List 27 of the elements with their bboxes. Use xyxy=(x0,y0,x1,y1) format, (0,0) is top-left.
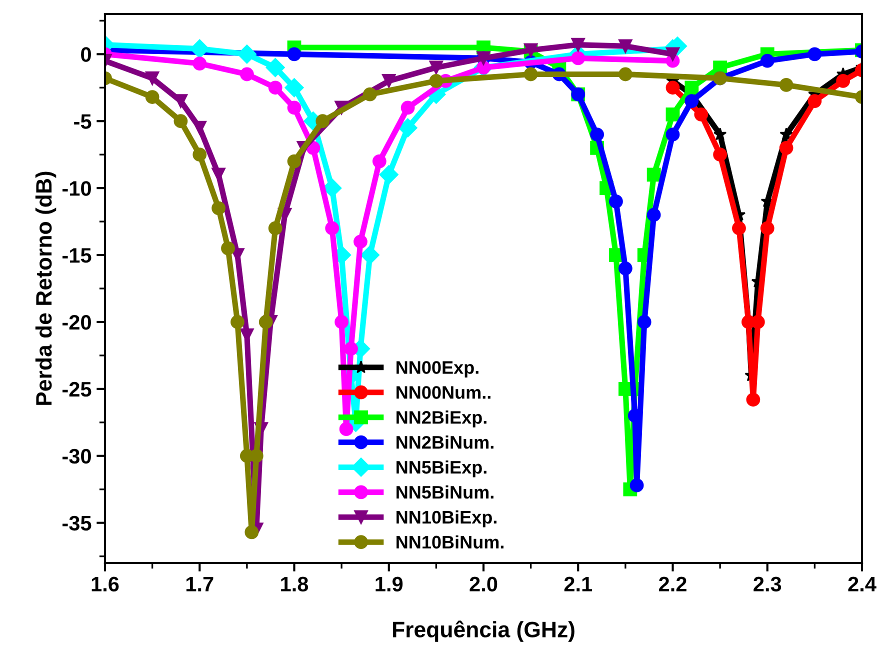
y-tick-label: -10 xyxy=(62,181,91,196)
x-tick-label: 1.7 xyxy=(186,576,214,592)
y-tick-label: -20 xyxy=(62,314,91,330)
legend-label: NN00Num.. xyxy=(396,386,490,399)
legend-label: NN2BiExp. xyxy=(396,410,486,428)
x-tick-label: 1.9 xyxy=(376,576,403,592)
x-tick-label: 2.1 xyxy=(564,576,592,592)
y-tick-label: -35 xyxy=(62,516,92,531)
x-tick-label: 1.8 xyxy=(281,576,308,592)
x-axis-title: Frequência (GHz) xyxy=(393,620,574,642)
legend-label: NN00Exp. xyxy=(396,361,478,378)
legend-label: NN10BiExp. xyxy=(396,510,496,528)
y-axis-title: Perda de Retorno (dB) xyxy=(35,172,56,405)
y-tick-label: -25 xyxy=(62,382,92,397)
y-tick-label: -30 xyxy=(62,448,91,464)
x-tick-label: 2.3 xyxy=(754,576,782,592)
y-tick-label: -15 xyxy=(62,248,92,263)
y-tick-label: 0 xyxy=(81,47,91,62)
x-tick-label: 2.0 xyxy=(470,576,498,592)
x-tick-label: 2.2 xyxy=(658,576,686,592)
x-tick-label: 2.4 xyxy=(848,576,876,592)
legend-label: NN5BiNum. xyxy=(396,485,494,499)
y-tick-label: -5 xyxy=(74,114,92,129)
legend-label: NN2BiNum. xyxy=(396,436,494,449)
x-tick-label: 1.6 xyxy=(92,576,119,592)
legend-label: NN10BiNum. xyxy=(396,535,504,549)
legend-label: NN5BiExp. xyxy=(396,460,486,478)
